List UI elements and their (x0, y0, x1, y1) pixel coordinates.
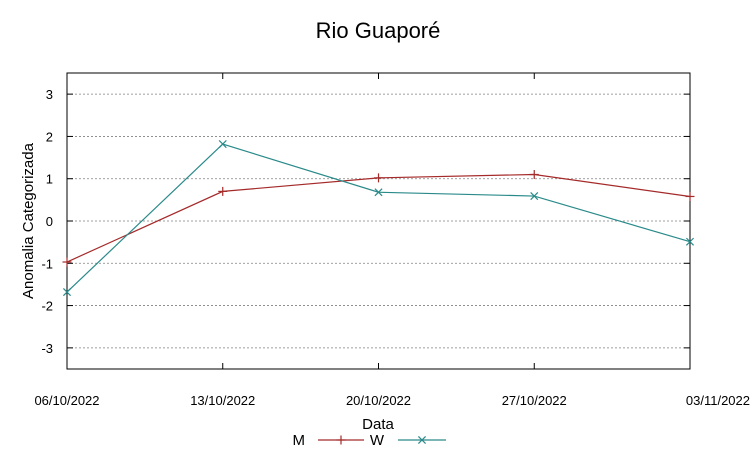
data-point-W (685, 237, 695, 246)
x-axis-label: Data (362, 416, 394, 433)
x-tick-label: 20/10/2022 (346, 393, 411, 408)
y-tick-label: 2 (46, 129, 53, 144)
y-tick-label: 0 (46, 214, 53, 229)
legend-label: W (370, 432, 385, 449)
series-line-W (66, 143, 691, 293)
x-tick-label: 06/10/2022 (34, 393, 99, 408)
y-tick-label: -3 (41, 341, 53, 356)
y-tick-label: 3 (46, 87, 53, 102)
y-tick-label: -1 (41, 256, 53, 271)
x-tick-label: 03/11/2022 (686, 393, 750, 408)
chart-title: Rio Guaporé (316, 18, 441, 43)
x-tick-label: 27/10/2022 (502, 393, 567, 408)
series-group (62, 140, 695, 297)
legend-marker (336, 435, 346, 445)
data-point-M (218, 186, 228, 196)
y-tick-label: -2 (41, 299, 53, 314)
series-line-M (66, 173, 691, 263)
data-point-W (530, 192, 539, 201)
x-axis-ticks: 06/10/2022 13/10/2022 20/10/2022 27/10/2022… (34, 73, 750, 408)
legend-label: M (293, 432, 306, 449)
data-point-M (374, 173, 383, 183)
legend-marker (417, 435, 427, 445)
data-point-W (62, 288, 72, 297)
y-axis-ticks: 3 2 1 0 -1 -2 -3 (41, 87, 690, 356)
data-point-M (529, 169, 539, 179)
x-tick-label: 13/10/2022 (190, 393, 255, 408)
data-point-M (685, 191, 695, 201)
data-point-W (218, 140, 227, 149)
y-tick-label: 1 (46, 172, 53, 187)
data-point-W (374, 188, 383, 197)
grid-lines (67, 93, 690, 349)
data-point-M (62, 257, 72, 267)
y-axis-label: Anomalia Categorizada (20, 142, 37, 299)
